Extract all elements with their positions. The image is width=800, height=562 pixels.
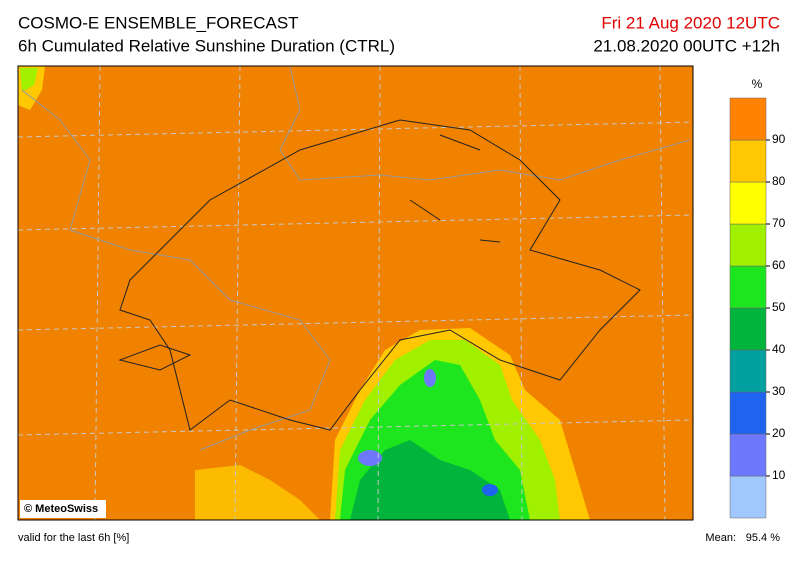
border	[279, 66, 691, 181]
title: COSMO-E ENSEMBLE_FORECAST	[18, 13, 299, 32]
subtitle: 6h Cumulated Relative Sunshine Duration …	[18, 36, 395, 55]
field-patch	[20, 68, 38, 92]
valid-time: Fri 21 Aug 2020 12UTC	[601, 13, 780, 32]
colorbar-label: 30	[772, 384, 786, 398]
colorbar-label: 50	[772, 300, 786, 314]
colorbar-unit: %	[752, 77, 763, 91]
graticule	[18, 66, 693, 520]
colorbar-label: 40	[772, 342, 786, 356]
colorbar-label: 70	[772, 216, 786, 230]
field-patch	[350, 440, 510, 520]
lake	[409, 134, 501, 243]
mean-label: Mean:	[705, 532, 736, 544]
colorbar-label: 90	[772, 132, 786, 146]
border	[21, 89, 331, 451]
colorbar-box	[729, 475, 767, 519]
field-patch	[482, 484, 498, 496]
lake	[118, 344, 192, 371]
colorbar-box	[729, 391, 767, 435]
colorbar-label: 80	[772, 174, 786, 188]
field-patch	[424, 369, 436, 387]
colorbar-box	[729, 265, 767, 309]
colorbar-label: 60	[772, 258, 786, 272]
colorbar-box	[729, 433, 767, 477]
colorbar-box	[729, 349, 767, 393]
field-patch	[195, 465, 320, 520]
colorbar-label: 20	[772, 426, 786, 440]
copyright-box	[20, 500, 106, 518]
colorbar-box	[729, 181, 767, 225]
colorbar-box	[729, 223, 767, 267]
copyright: © MeteoSwiss	[24, 503, 98, 515]
footer-note: valid for the last 6h [%]	[18, 532, 129, 544]
colorbar-label: 10	[772, 468, 786, 482]
colorbar-box	[729, 307, 767, 351]
colorbar-box	[729, 97, 767, 141]
map: © MeteoSwiss	[17, 65, 694, 521]
colorbar: 10 20 30 40 50 60 70 80 90	[729, 97, 786, 519]
map-frame	[17, 65, 694, 521]
colorbar-box	[729, 139, 767, 183]
field	[18, 66, 693, 520]
mean-value: 95.4 %	[746, 532, 780, 544]
run-time: 21.08.2020 00UTC +12h	[593, 36, 780, 55]
field-patch	[358, 450, 382, 466]
country-border	[119, 119, 641, 431]
